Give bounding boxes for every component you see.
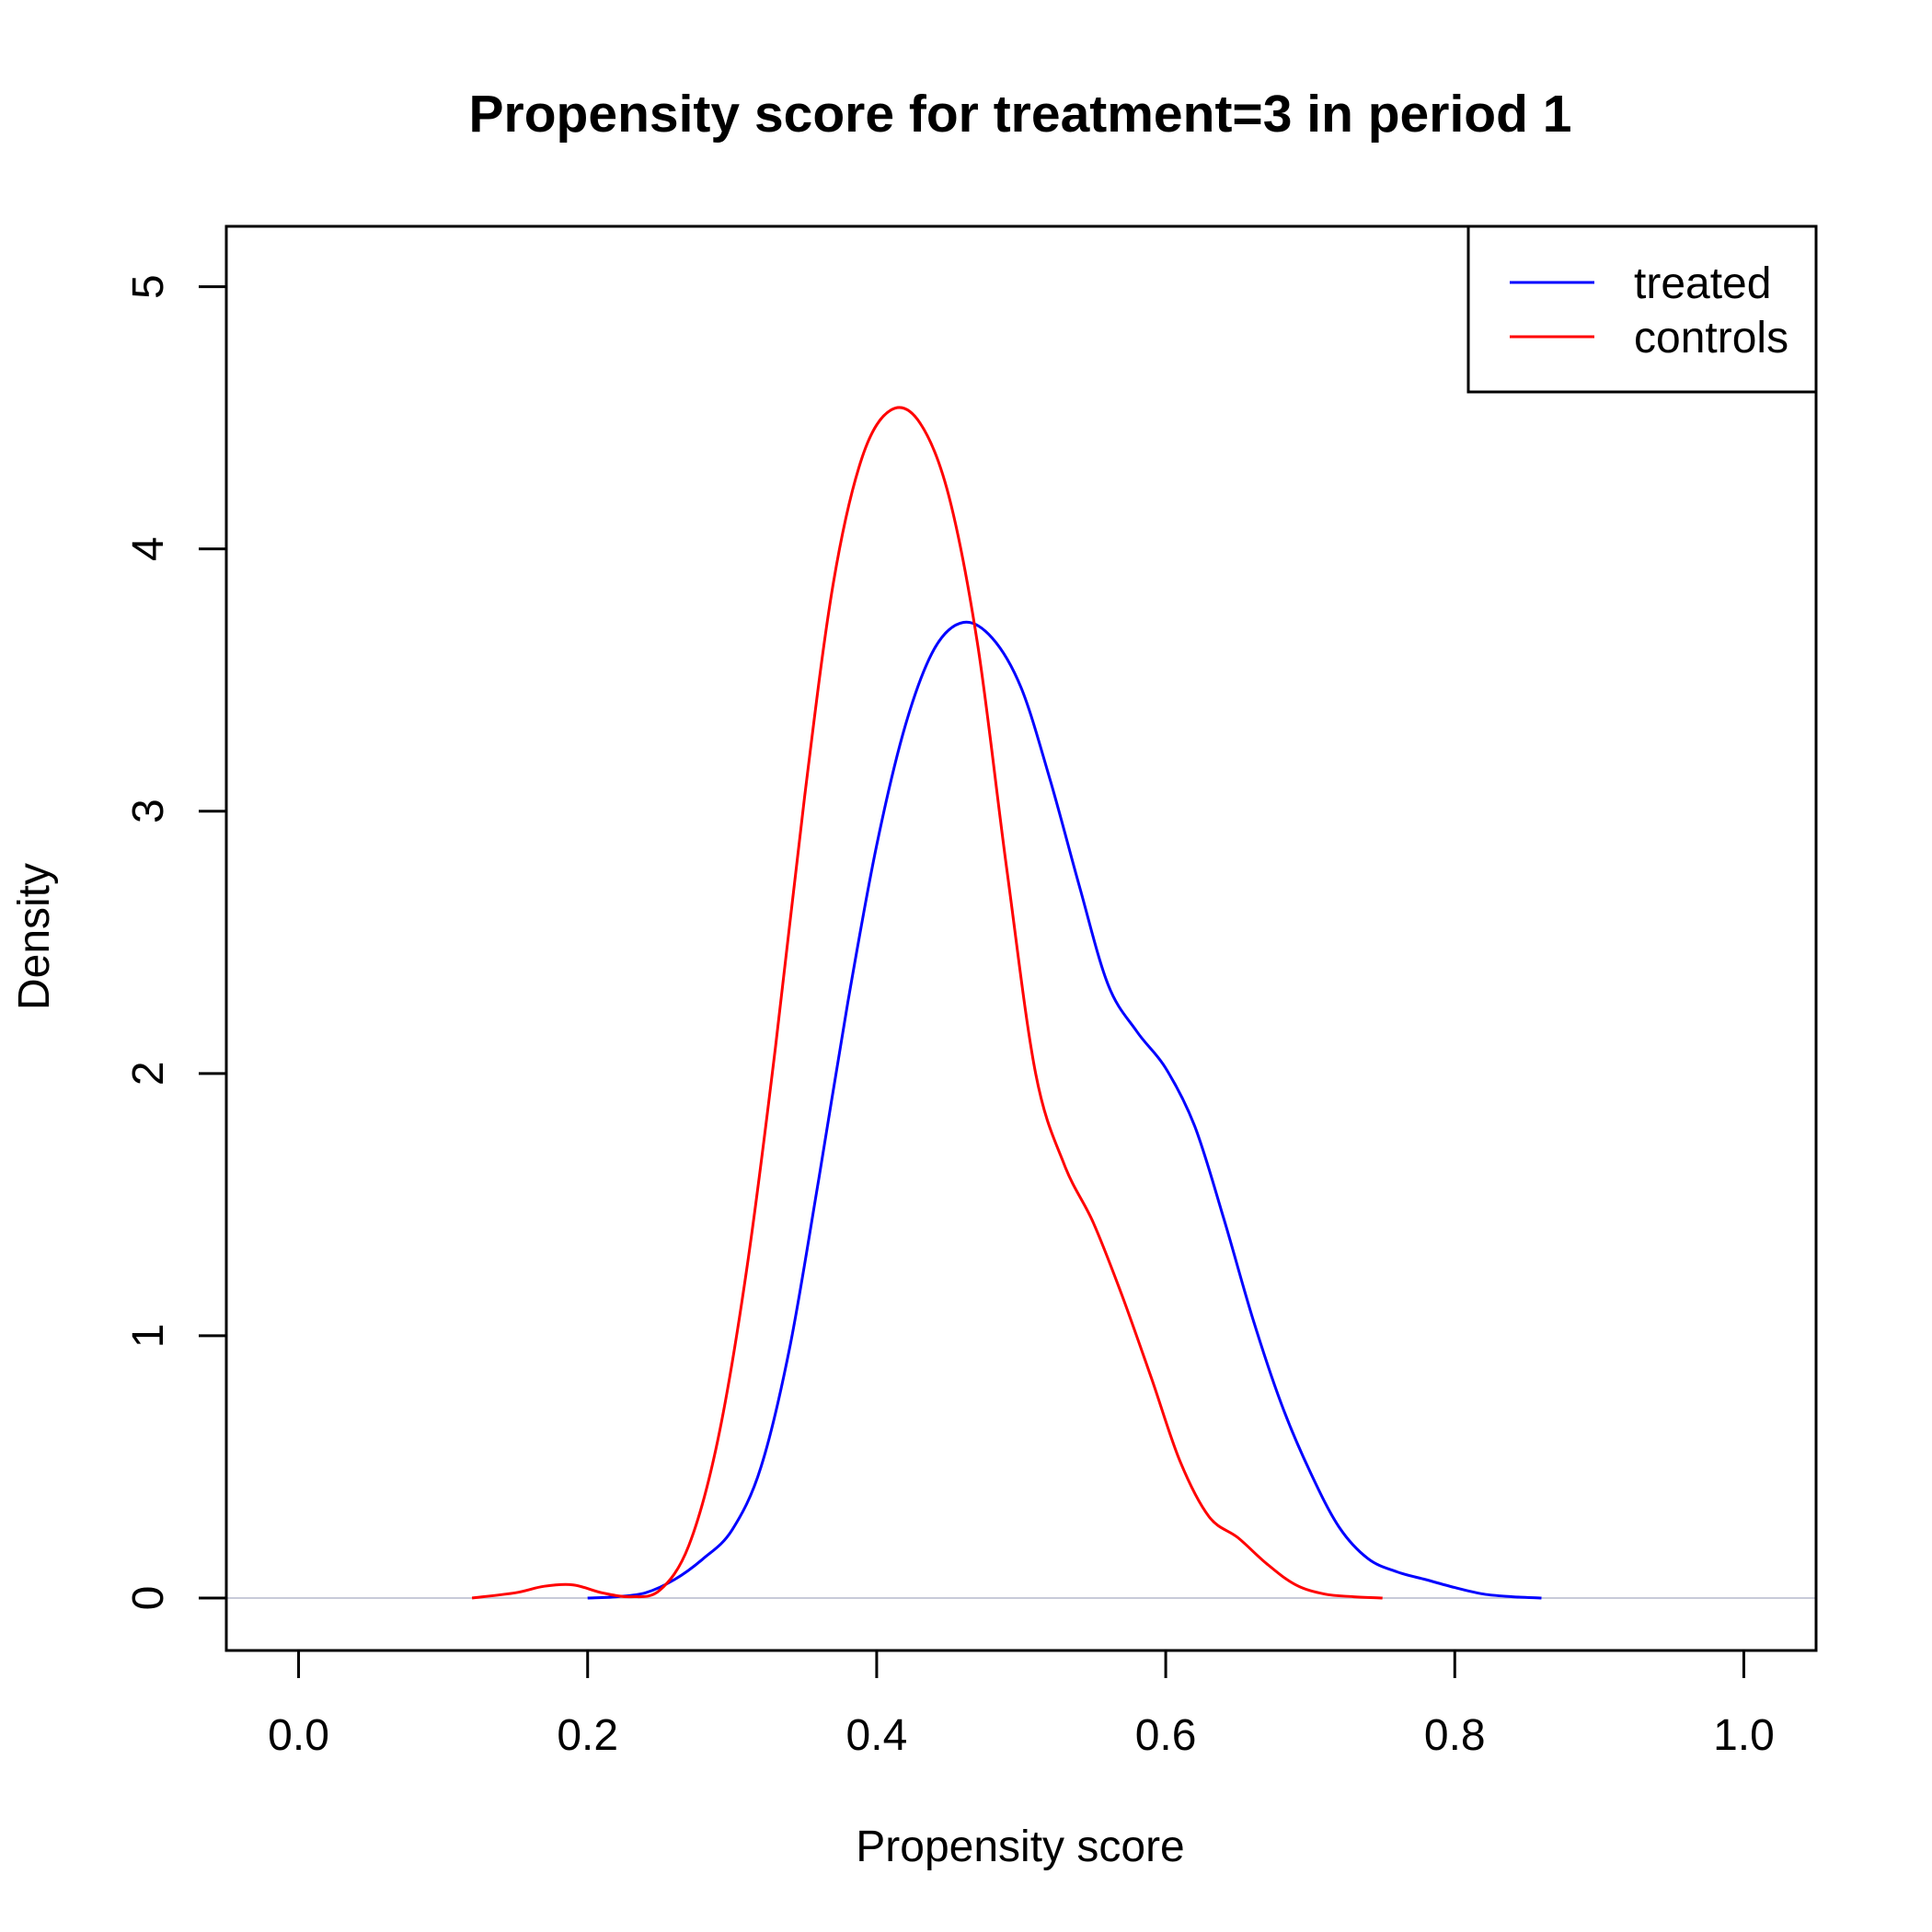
x-tick-label: 0.2	[557, 1711, 618, 1760]
x-tick-label: 1.0	[1713, 1711, 1775, 1760]
y-tick-label: 4	[124, 536, 173, 561]
legend-label-controls: controls	[1634, 314, 1788, 362]
legend: treated controls	[1466, 224, 1818, 394]
legend-label-treated: treated	[1634, 259, 1771, 308]
x-ticks: 0.0 0.2 0.4 0.6 0.8 1.0	[268, 1650, 1775, 1760]
series-line-treated	[587, 620, 1542, 1600]
x-axis: 0.0 0.2 0.4 0.6 0.8 1.0	[268, 1649, 1775, 1760]
y-axis: 0 1 2 3 4 5	[124, 274, 228, 1610]
y-axis-title: Density	[10, 863, 59, 1010]
y-tick-label: 2	[124, 1061, 173, 1086]
x-axis-title: Propensity score	[856, 1823, 1185, 1871]
y-tick-label: 3	[124, 799, 173, 823]
x-tick-label: 0.4	[846, 1711, 908, 1760]
y-tick-label: 0	[124, 1586, 173, 1611]
y-tick-label: 5	[124, 274, 173, 299]
chart-title: Propensity score for treatment=3 in peri…	[469, 85, 1572, 144]
legend-box	[1466, 224, 1818, 394]
x-tick-label: 0.8	[1424, 1711, 1486, 1760]
y-tick-label: 1	[124, 1324, 173, 1349]
y-ticks: 0 1 2 3 4 5	[124, 274, 226, 1610]
series-layer	[471, 406, 1542, 1600]
x-tick-label: 0.0	[268, 1711, 329, 1760]
x-tick-label: 0.6	[1135, 1711, 1197, 1760]
series-line-controls	[471, 406, 1383, 1600]
